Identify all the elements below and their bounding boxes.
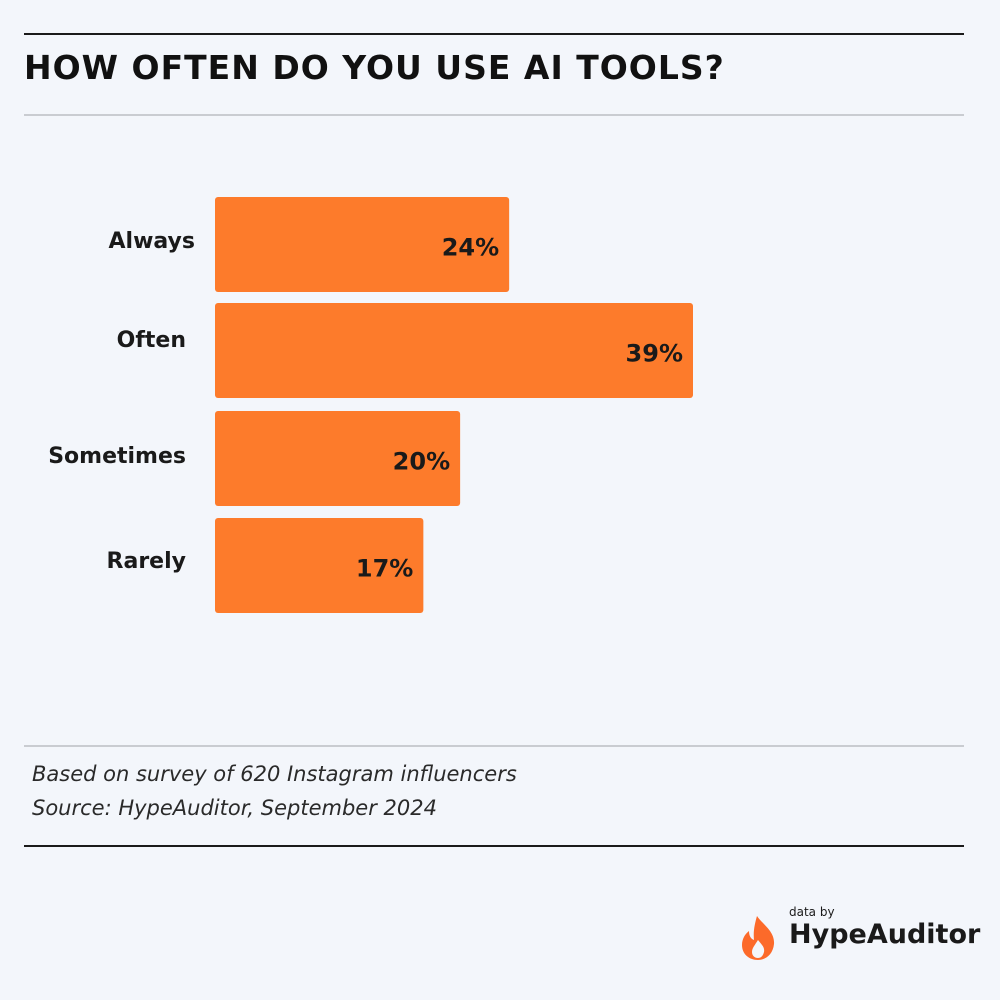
value-label-rarely: 17% [356, 555, 413, 583]
chart-title: HOW OFTEN DO YOU USE AI TOOLS? [24, 48, 725, 87]
source-note: Source: HypeAuditor, September 2024 [32, 796, 437, 820]
value-label-sometimes: 20% [393, 448, 450, 476]
title-divider [24, 114, 964, 116]
brand-name: HypeAuditor [789, 919, 981, 950]
category-label-often: Often [117, 328, 186, 353]
bar-always [215, 197, 510, 292]
value-label-often: 39% [626, 340, 683, 368]
category-label-rarely: Rarely [107, 549, 186, 574]
bottom-rule [24, 845, 964, 847]
flame-icon [742, 916, 775, 960]
top-rule [24, 33, 964, 35]
bar-often [215, 303, 693, 398]
category-label-always: Always [109, 229, 196, 254]
bar-chart: 24% Always 39% Often 20% Sometimes 17% Rarely [48, 197, 693, 613]
brand-prefix: data by [789, 905, 835, 919]
notes-divider [24, 745, 964, 747]
value-label-always: 24% [442, 234, 499, 262]
bar-sometimes [215, 411, 461, 506]
brand-logo: data by HypeAuditor [740, 905, 990, 965]
bar-rarely [215, 518, 424, 613]
category-label-sometimes: Sometimes [48, 444, 186, 469]
survey-note: Based on survey of 620 Instagram influen… [32, 762, 517, 786]
